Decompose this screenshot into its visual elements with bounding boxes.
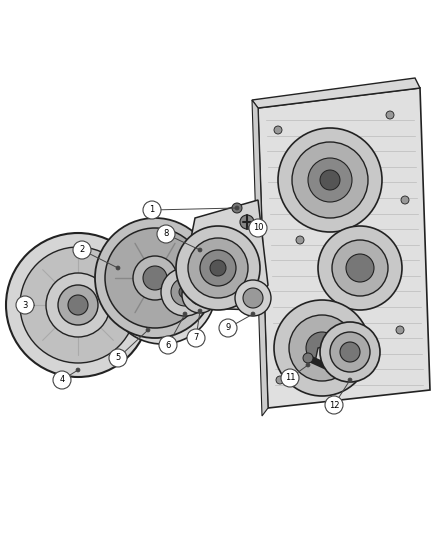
Circle shape bbox=[249, 219, 267, 237]
Circle shape bbox=[28, 303, 32, 307]
Circle shape bbox=[58, 285, 98, 325]
Circle shape bbox=[348, 378, 352, 382]
Circle shape bbox=[346, 254, 374, 282]
Circle shape bbox=[340, 342, 360, 362]
Circle shape bbox=[116, 266, 120, 270]
Circle shape bbox=[308, 158, 352, 202]
Circle shape bbox=[235, 280, 271, 316]
Circle shape bbox=[179, 286, 191, 298]
Circle shape bbox=[53, 371, 71, 389]
Text: 4: 4 bbox=[60, 376, 65, 384]
Circle shape bbox=[133, 256, 177, 300]
Text: 12: 12 bbox=[329, 400, 339, 409]
Circle shape bbox=[190, 285, 210, 305]
Circle shape bbox=[251, 312, 255, 316]
Circle shape bbox=[248, 226, 252, 230]
Circle shape bbox=[296, 236, 304, 244]
Text: 5: 5 bbox=[115, 353, 120, 362]
Circle shape bbox=[289, 315, 355, 381]
Circle shape bbox=[278, 128, 382, 232]
Circle shape bbox=[76, 368, 80, 372]
Circle shape bbox=[183, 312, 187, 316]
Circle shape bbox=[109, 349, 127, 367]
Circle shape bbox=[73, 241, 91, 259]
Circle shape bbox=[187, 329, 205, 347]
Circle shape bbox=[105, 228, 205, 328]
Text: 11: 11 bbox=[285, 374, 295, 383]
Circle shape bbox=[143, 266, 167, 290]
Polygon shape bbox=[315, 340, 368, 368]
Text: 9: 9 bbox=[226, 324, 231, 333]
Circle shape bbox=[20, 247, 136, 363]
Text: 10: 10 bbox=[253, 223, 263, 232]
Polygon shape bbox=[252, 100, 268, 416]
Text: 2: 2 bbox=[79, 246, 85, 254]
Circle shape bbox=[240, 215, 254, 229]
Circle shape bbox=[332, 240, 388, 296]
Circle shape bbox=[219, 319, 237, 337]
Circle shape bbox=[401, 196, 409, 204]
Circle shape bbox=[235, 206, 239, 210]
Text: 3: 3 bbox=[22, 301, 28, 310]
Circle shape bbox=[171, 278, 199, 306]
Circle shape bbox=[276, 376, 284, 384]
Circle shape bbox=[188, 238, 248, 298]
Circle shape bbox=[143, 201, 161, 219]
Circle shape bbox=[306, 332, 338, 364]
Circle shape bbox=[146, 328, 150, 332]
Circle shape bbox=[303, 353, 313, 363]
Circle shape bbox=[182, 277, 218, 313]
Circle shape bbox=[161, 268, 209, 316]
Circle shape bbox=[318, 226, 402, 310]
Circle shape bbox=[68, 295, 88, 315]
Circle shape bbox=[6, 233, 150, 377]
Circle shape bbox=[16, 296, 34, 314]
Circle shape bbox=[159, 336, 177, 354]
Circle shape bbox=[243, 288, 263, 308]
Circle shape bbox=[292, 142, 368, 218]
Circle shape bbox=[306, 363, 310, 367]
Circle shape bbox=[210, 260, 226, 276]
Polygon shape bbox=[185, 200, 268, 310]
Circle shape bbox=[274, 126, 282, 134]
Circle shape bbox=[274, 300, 370, 396]
Circle shape bbox=[320, 170, 340, 190]
Circle shape bbox=[232, 203, 242, 213]
Circle shape bbox=[46, 273, 110, 337]
Circle shape bbox=[386, 111, 394, 119]
Circle shape bbox=[396, 326, 404, 334]
Circle shape bbox=[198, 309, 202, 313]
Circle shape bbox=[176, 226, 260, 310]
Circle shape bbox=[320, 322, 380, 382]
Circle shape bbox=[325, 396, 343, 414]
Circle shape bbox=[281, 369, 299, 387]
Text: 8: 8 bbox=[163, 230, 169, 238]
Circle shape bbox=[108, 236, 216, 344]
Text: 6: 6 bbox=[165, 341, 171, 350]
Text: 7: 7 bbox=[193, 334, 199, 343]
Circle shape bbox=[157, 225, 175, 243]
Circle shape bbox=[95, 218, 215, 338]
Circle shape bbox=[200, 250, 236, 286]
Text: 1: 1 bbox=[149, 206, 155, 214]
Polygon shape bbox=[258, 88, 430, 408]
Polygon shape bbox=[252, 78, 420, 108]
Circle shape bbox=[198, 248, 202, 252]
Circle shape bbox=[330, 332, 370, 372]
Circle shape bbox=[120, 248, 204, 332]
Circle shape bbox=[26, 301, 34, 309]
